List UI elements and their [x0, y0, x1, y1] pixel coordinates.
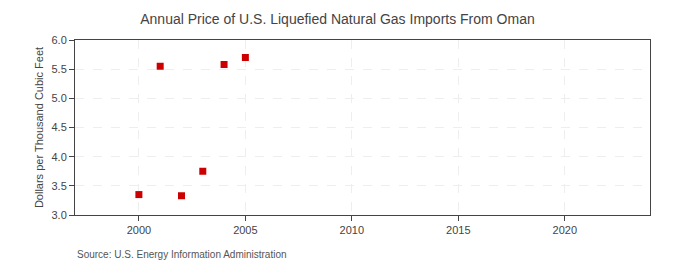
svg-text:2005: 2005 [233, 224, 257, 236]
svg-text:6.0: 6.0 [52, 34, 67, 46]
svg-text:Source: U.S. Energy Informatio: Source: U.S. Energy Information Administ… [77, 249, 287, 260]
svg-text:5.0: 5.0 [52, 92, 67, 104]
svg-text:Dollars per Thousand Cubic Fee: Dollars per Thousand Cubic Feet [33, 47, 45, 208]
svg-text:2010: 2010 [340, 224, 364, 236]
svg-text:2015: 2015 [446, 224, 470, 236]
svg-text:4.0: 4.0 [52, 151, 67, 163]
svg-text:3.0: 3.0 [52, 209, 67, 221]
svg-text:Annual Price of U.S. Liquefied: Annual Price of U.S. Liquefied Natural G… [140, 11, 535, 27]
svg-text:4.5: 4.5 [52, 121, 67, 133]
svg-text:2020: 2020 [553, 224, 577, 236]
svg-text:5.5: 5.5 [52, 63, 67, 75]
svg-text:3.5: 3.5 [52, 180, 67, 192]
svg-text:2000: 2000 [127, 224, 151, 236]
